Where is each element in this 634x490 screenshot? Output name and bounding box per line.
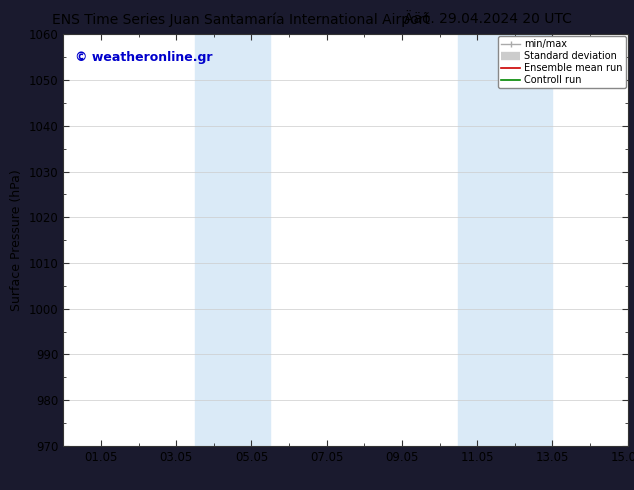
Bar: [195, 34, 270, 446]
Text: © weatheronline.gr: © weatheronline.gr: [75, 51, 212, 64]
Bar: [458, 34, 552, 446]
Text: Ääõ. 29.04.2024 20 UTC: Ääõ. 29.04.2024 20 UTC: [404, 12, 572, 26]
Text: ENS Time Series Juan Santamaría International Airport: ENS Time Series Juan Santamaría Internat…: [52, 12, 430, 27]
Legend: min/max, Standard deviation, Ensemble mean run, Controll run: min/max, Standard deviation, Ensemble me…: [498, 36, 626, 88]
Y-axis label: Surface Pressure (hPa): Surface Pressure (hPa): [10, 169, 23, 311]
